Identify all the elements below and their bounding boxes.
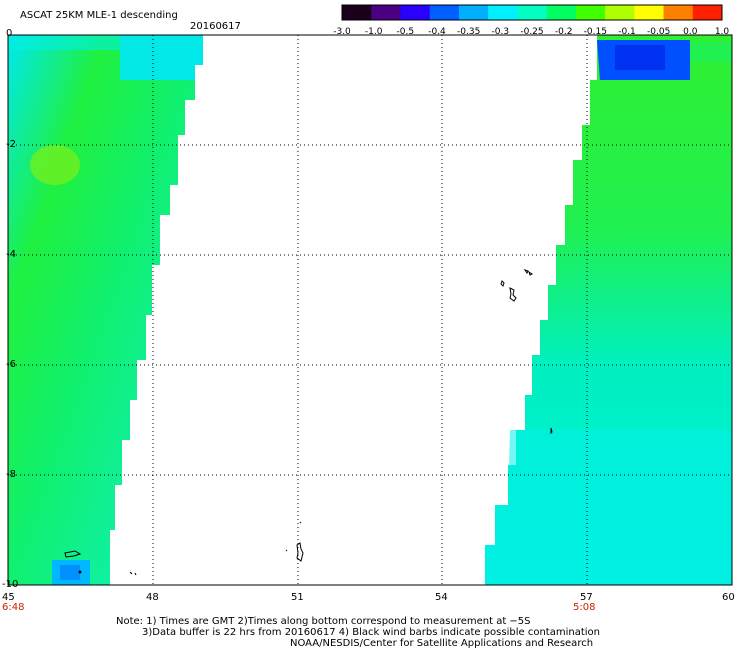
x-label-60: 60 [722, 592, 735, 603]
colorbar-label: -3.0 [333, 27, 351, 37]
colorbar-border [341, 4, 723, 21]
colorbar-label: -0.3 [491, 27, 510, 37]
y-label-minus8: -8 [6, 469, 16, 480]
colorbar-label: -0.2 [554, 27, 573, 37]
colorbar-label: -0.35 [457, 27, 481, 37]
colorbar-swatch [488, 5, 518, 20]
x-label-57: 57 [580, 592, 593, 603]
y-label-minus2: -2 [6, 139, 16, 150]
colorbar-swatch [634, 5, 665, 20]
colorbar-label: -0.15 [583, 27, 607, 37]
colorbar-label: -1.0 [364, 27, 383, 37]
colorbar-swatch [605, 5, 635, 20]
x-label-51: 51 [291, 592, 304, 603]
colorbar-swatch [575, 5, 606, 20]
y-label-minus4: -4 [6, 249, 16, 260]
colorbar-swatch [429, 5, 460, 20]
colorbar-label: -0.5 [396, 27, 415, 37]
grid-lines [8, 35, 732, 585]
colorbar-swatch [546, 5, 577, 20]
colorbar-label: -0.05 [647, 27, 671, 37]
y-label-0: 0 [6, 28, 13, 39]
colorbar-label: 0.0 [683, 27, 698, 37]
colorbar-label: -0.25 [520, 27, 544, 37]
note-line-2: 3)Data buffer is 22 hrs from 20160617 4)… [142, 627, 600, 638]
colorbar-label: 1.0 [714, 27, 730, 37]
note-line-3: NOAA/NESDIS/Center for Satellite Applica… [290, 638, 594, 649]
x-label-54: 54 [435, 592, 448, 603]
colorbar-swatch [458, 5, 489, 20]
time-right: 5:08 [573, 602, 596, 613]
coastlines [64, 269, 553, 576]
swath-left [8, 35, 203, 585]
colorbar [341, 4, 723, 21]
swath-right [485, 35, 732, 585]
colorbar-swatch [371, 5, 401, 20]
map-date: 20160617 [190, 21, 241, 32]
y-label-minus10: -10 [2, 579, 19, 590]
x-label-45: 45 [2, 592, 15, 603]
colorbar-swatch [517, 5, 548, 20]
map-title: ASCAT 25KM MLE-1 descending [20, 10, 178, 21]
colorbar-swatch [400, 5, 431, 20]
colorbar-label: -0.1 [618, 27, 636, 37]
time-left: 6:48 [2, 602, 25, 613]
colorbar-swatch [663, 5, 694, 20]
note-line-1: Note: 1) Times are GMT 2)Times along bot… [116, 616, 531, 627]
colorbar-swatch [692, 5, 723, 20]
colorbar-label: -0.4 [428, 27, 446, 37]
y-label-minus6: -6 [6, 359, 16, 370]
colorbar-swatch [342, 5, 372, 20]
x-label-48: 48 [146, 592, 159, 603]
